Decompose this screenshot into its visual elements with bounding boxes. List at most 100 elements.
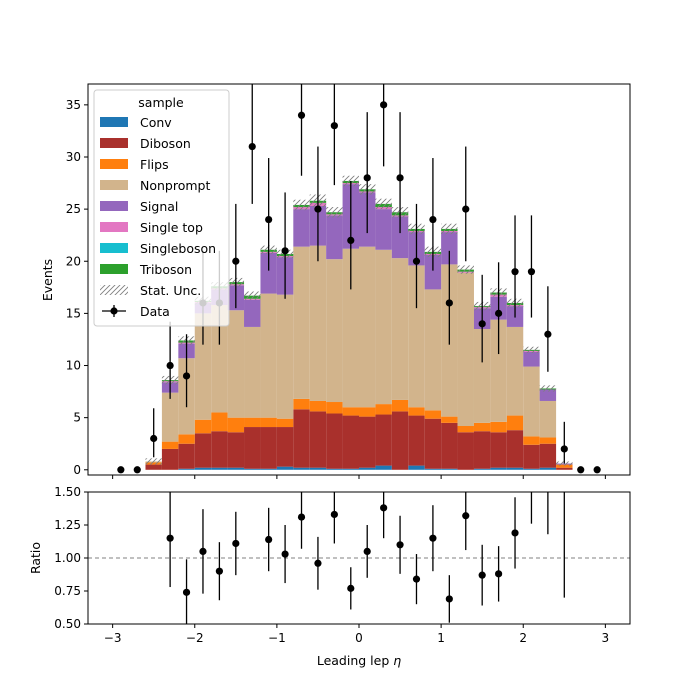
data-point [593,466,601,474]
bar-diboson [161,448,179,470]
bar-nonprompt [490,319,507,422]
bar-conv [375,465,392,470]
data-point [133,466,141,474]
bar-diboson [523,444,540,469]
bar-diboson [391,411,409,470]
legend-label: Triboson [139,262,192,277]
x-tick-label: −3 [104,631,122,645]
bar-nonprompt [276,294,294,419]
data-point [330,122,338,130]
legend-swatch [100,159,128,169]
bar-conv [276,466,294,470]
ratio-point [396,541,404,549]
uncertainty-band [244,291,261,300]
y-tick-label: 1.25 [54,518,81,532]
bar-flips [178,434,195,444]
bar-nonprompt [244,326,261,418]
y-tick-label: 25 [66,202,81,216]
bar-signal [244,299,261,327]
bar-signal [424,254,442,290]
bar-nonprompt [375,249,392,405]
ratio-point [347,584,355,592]
data-point [478,320,486,328]
bar-conv [260,468,277,470]
legend-label: Signal [140,199,178,214]
uncertainty-band [375,198,392,210]
bar-nonprompt [211,305,228,413]
uncertainty-band [539,385,557,392]
bar-diboson [490,432,507,468]
y-axis-label-bottom: Ratio [28,542,43,574]
bar-flips [359,407,376,417]
y-tick-label: 0.75 [54,584,81,598]
ratio-point [297,513,306,521]
bar-diboson [309,411,327,468]
bar-conv [441,468,458,470]
ratio-point [495,570,503,578]
bar-nonprompt [539,400,557,438]
y-tick-label: 5 [73,411,81,425]
legend-swatch [100,180,128,190]
bar-diboson [359,416,376,468]
ratio-point [265,535,273,544]
x-axis-ticks-top [112,475,606,479]
ratio-point [528,470,535,477]
x-tick-label: 1 [437,631,445,645]
bar-diboson [326,413,343,469]
bar-conv [211,467,228,470]
bar-nonprompt [473,329,491,423]
ratio-point [445,595,453,603]
bar-diboson [424,418,442,469]
bar-flips [424,410,442,419]
bar-diboson [178,443,195,469]
legend-swatch [100,243,128,253]
bar-flips [408,407,425,416]
bar-conv [359,467,376,470]
bar-nonprompt [391,258,409,400]
bar-flips [211,412,228,432]
uncertainty-band [523,346,540,354]
bar-diboson [473,431,491,469]
bar-signal [539,389,557,401]
ratio-point [478,571,486,579]
ratio-point [199,547,207,556]
bar-diboson [293,409,310,468]
y-axis-label-top: Events [40,259,55,301]
ratio-panel: 0.50 0.75 1.00 1.25 1.50 −3 −2 −1 0 1 2 3 Ratio Le… [28,470,631,668]
bar-diboson [375,414,392,466]
ratio-point [380,504,388,512]
bar-conv [506,467,524,470]
bar-conv [178,468,195,470]
uncertainty-band [145,458,162,465]
data-point [560,445,568,453]
bar-conv [326,468,343,470]
x-tick-label: 2 [519,631,527,645]
bar-nonprompt [506,326,524,416]
y-tick-label: 35 [66,98,81,112]
ratio-point [330,510,338,519]
bar-flips [473,422,491,432]
bar-nonprompt [309,245,327,401]
bar-diboson [276,427,294,467]
data-point [281,247,289,255]
bar-conv [539,467,557,470]
ratio-point [511,529,519,537]
y-tick-label: 15 [66,306,81,320]
legend-swatch [100,201,128,211]
data-point [544,330,552,338]
bar-diboson [244,427,261,469]
x-tick-label: 3 [602,631,610,645]
legend-swatch-uncertainty [100,285,128,295]
data-point [248,142,256,151]
bar-nonprompt [293,246,310,399]
data-point [429,215,437,224]
legend-title: sample [138,95,184,110]
data-point [166,361,174,370]
bar-nonprompt [457,272,474,426]
uncertainty-band [441,223,458,235]
data-point [232,257,240,265]
bar-conv [523,468,540,470]
x-axis-ticks-bottom: −3 −2 −1 0 1 2 3 [104,624,609,645]
bar-flips [342,407,359,416]
bar-diboson [211,431,228,468]
